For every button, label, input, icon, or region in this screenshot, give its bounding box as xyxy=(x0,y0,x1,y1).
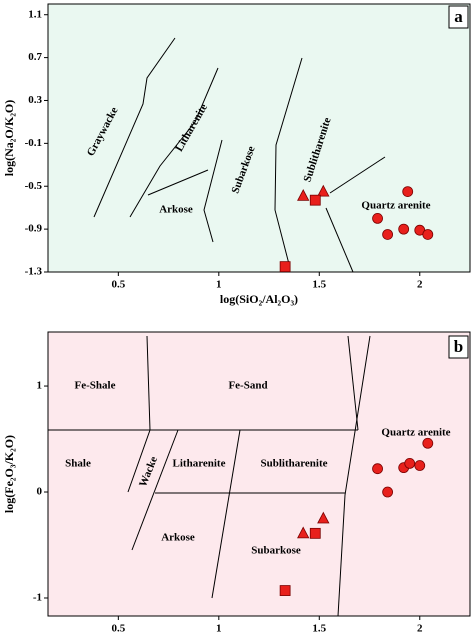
field-boundaries-a xyxy=(93,37,386,273)
field-label: Quartz arenite xyxy=(361,200,430,212)
x-tick-label: 1.5 xyxy=(312,623,326,635)
x-tick-label: 2 xyxy=(417,623,423,635)
point xyxy=(317,184,330,197)
point xyxy=(398,223,410,235)
point xyxy=(402,186,414,198)
field-label: Arkose xyxy=(161,532,195,544)
point xyxy=(309,527,321,539)
field-label: Sublitharenite xyxy=(260,458,327,470)
plot-background xyxy=(48,332,470,616)
x-tick-label: 0.5 xyxy=(111,623,125,635)
panel-label-box xyxy=(448,5,469,29)
y-tick-label: -1.3 xyxy=(25,266,43,278)
plot-frame xyxy=(47,331,471,617)
x-tick-label: 1 xyxy=(216,279,222,291)
y-tick-label: 0.3 xyxy=(28,94,42,106)
y-tick-label: -0.9 xyxy=(25,223,43,235)
field-label: Shale xyxy=(65,458,91,470)
boundary xyxy=(203,139,223,243)
y-tick-label: 0 xyxy=(37,486,43,498)
y-tick-label: -1 xyxy=(33,592,42,604)
boundary xyxy=(337,335,371,617)
field-boundaries-b xyxy=(48,335,371,617)
x-axis-label: log(SiO₂/Al₂O₃) xyxy=(220,292,298,306)
point xyxy=(297,189,310,201)
y-tick-label: -0.5 xyxy=(25,180,43,192)
boundary xyxy=(131,429,179,551)
boundary xyxy=(325,207,354,273)
panel-label: a xyxy=(454,7,463,26)
y-tick-label: -0.1 xyxy=(25,137,42,149)
field-label: Fe-Sand xyxy=(228,380,267,392)
x-tick-label: 1.5 xyxy=(312,279,326,291)
boundary xyxy=(211,429,241,599)
x-tick-label: 0.5 xyxy=(111,279,125,291)
point xyxy=(279,585,291,596)
point xyxy=(382,229,394,240)
point xyxy=(382,486,394,498)
boundary xyxy=(147,169,209,196)
point xyxy=(372,212,383,224)
point xyxy=(404,458,416,469)
field-label: Subarkose xyxy=(251,545,301,557)
field-label: Litharenite xyxy=(173,458,226,470)
panel-label: b xyxy=(454,337,463,356)
field-label: Fe-Shale xyxy=(75,380,116,392)
y-tick-label: 1.1 xyxy=(28,8,42,20)
boundary xyxy=(127,335,151,493)
y-axis-label: log(Fe₂O₃/K₂O) xyxy=(2,435,16,513)
boundary xyxy=(329,156,386,194)
boundary xyxy=(93,37,176,218)
x-tick-label: 1 xyxy=(216,623,222,635)
y-tick-label: 1 xyxy=(37,380,43,392)
point xyxy=(309,194,321,206)
point xyxy=(279,261,291,273)
backgrounds xyxy=(48,4,470,616)
point xyxy=(297,526,310,539)
point xyxy=(422,437,434,449)
y-tick-label: 0.7 xyxy=(28,51,42,63)
x-tick-label: 2 xyxy=(417,279,423,291)
boundary xyxy=(129,67,219,218)
boundary xyxy=(347,335,359,431)
field-label: Arkose xyxy=(159,204,193,216)
point xyxy=(317,511,330,524)
y-axis-label: log(Na₂O/K₂O) xyxy=(2,100,16,177)
point xyxy=(372,463,383,475)
field-label: Quartz arenite xyxy=(381,427,450,439)
point xyxy=(414,460,426,471)
plot-frame xyxy=(47,3,471,273)
point xyxy=(422,229,434,240)
boundary xyxy=(274,57,303,269)
panel-label-box xyxy=(448,335,469,359)
